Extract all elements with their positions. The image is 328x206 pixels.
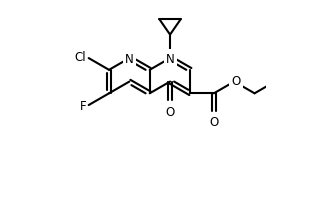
Text: O: O (209, 116, 218, 129)
Text: O: O (231, 75, 240, 88)
Text: N: N (166, 52, 174, 65)
Text: O: O (165, 106, 175, 119)
Text: Cl: Cl (74, 50, 86, 63)
Text: N: N (125, 52, 134, 65)
Text: F: F (80, 99, 87, 112)
